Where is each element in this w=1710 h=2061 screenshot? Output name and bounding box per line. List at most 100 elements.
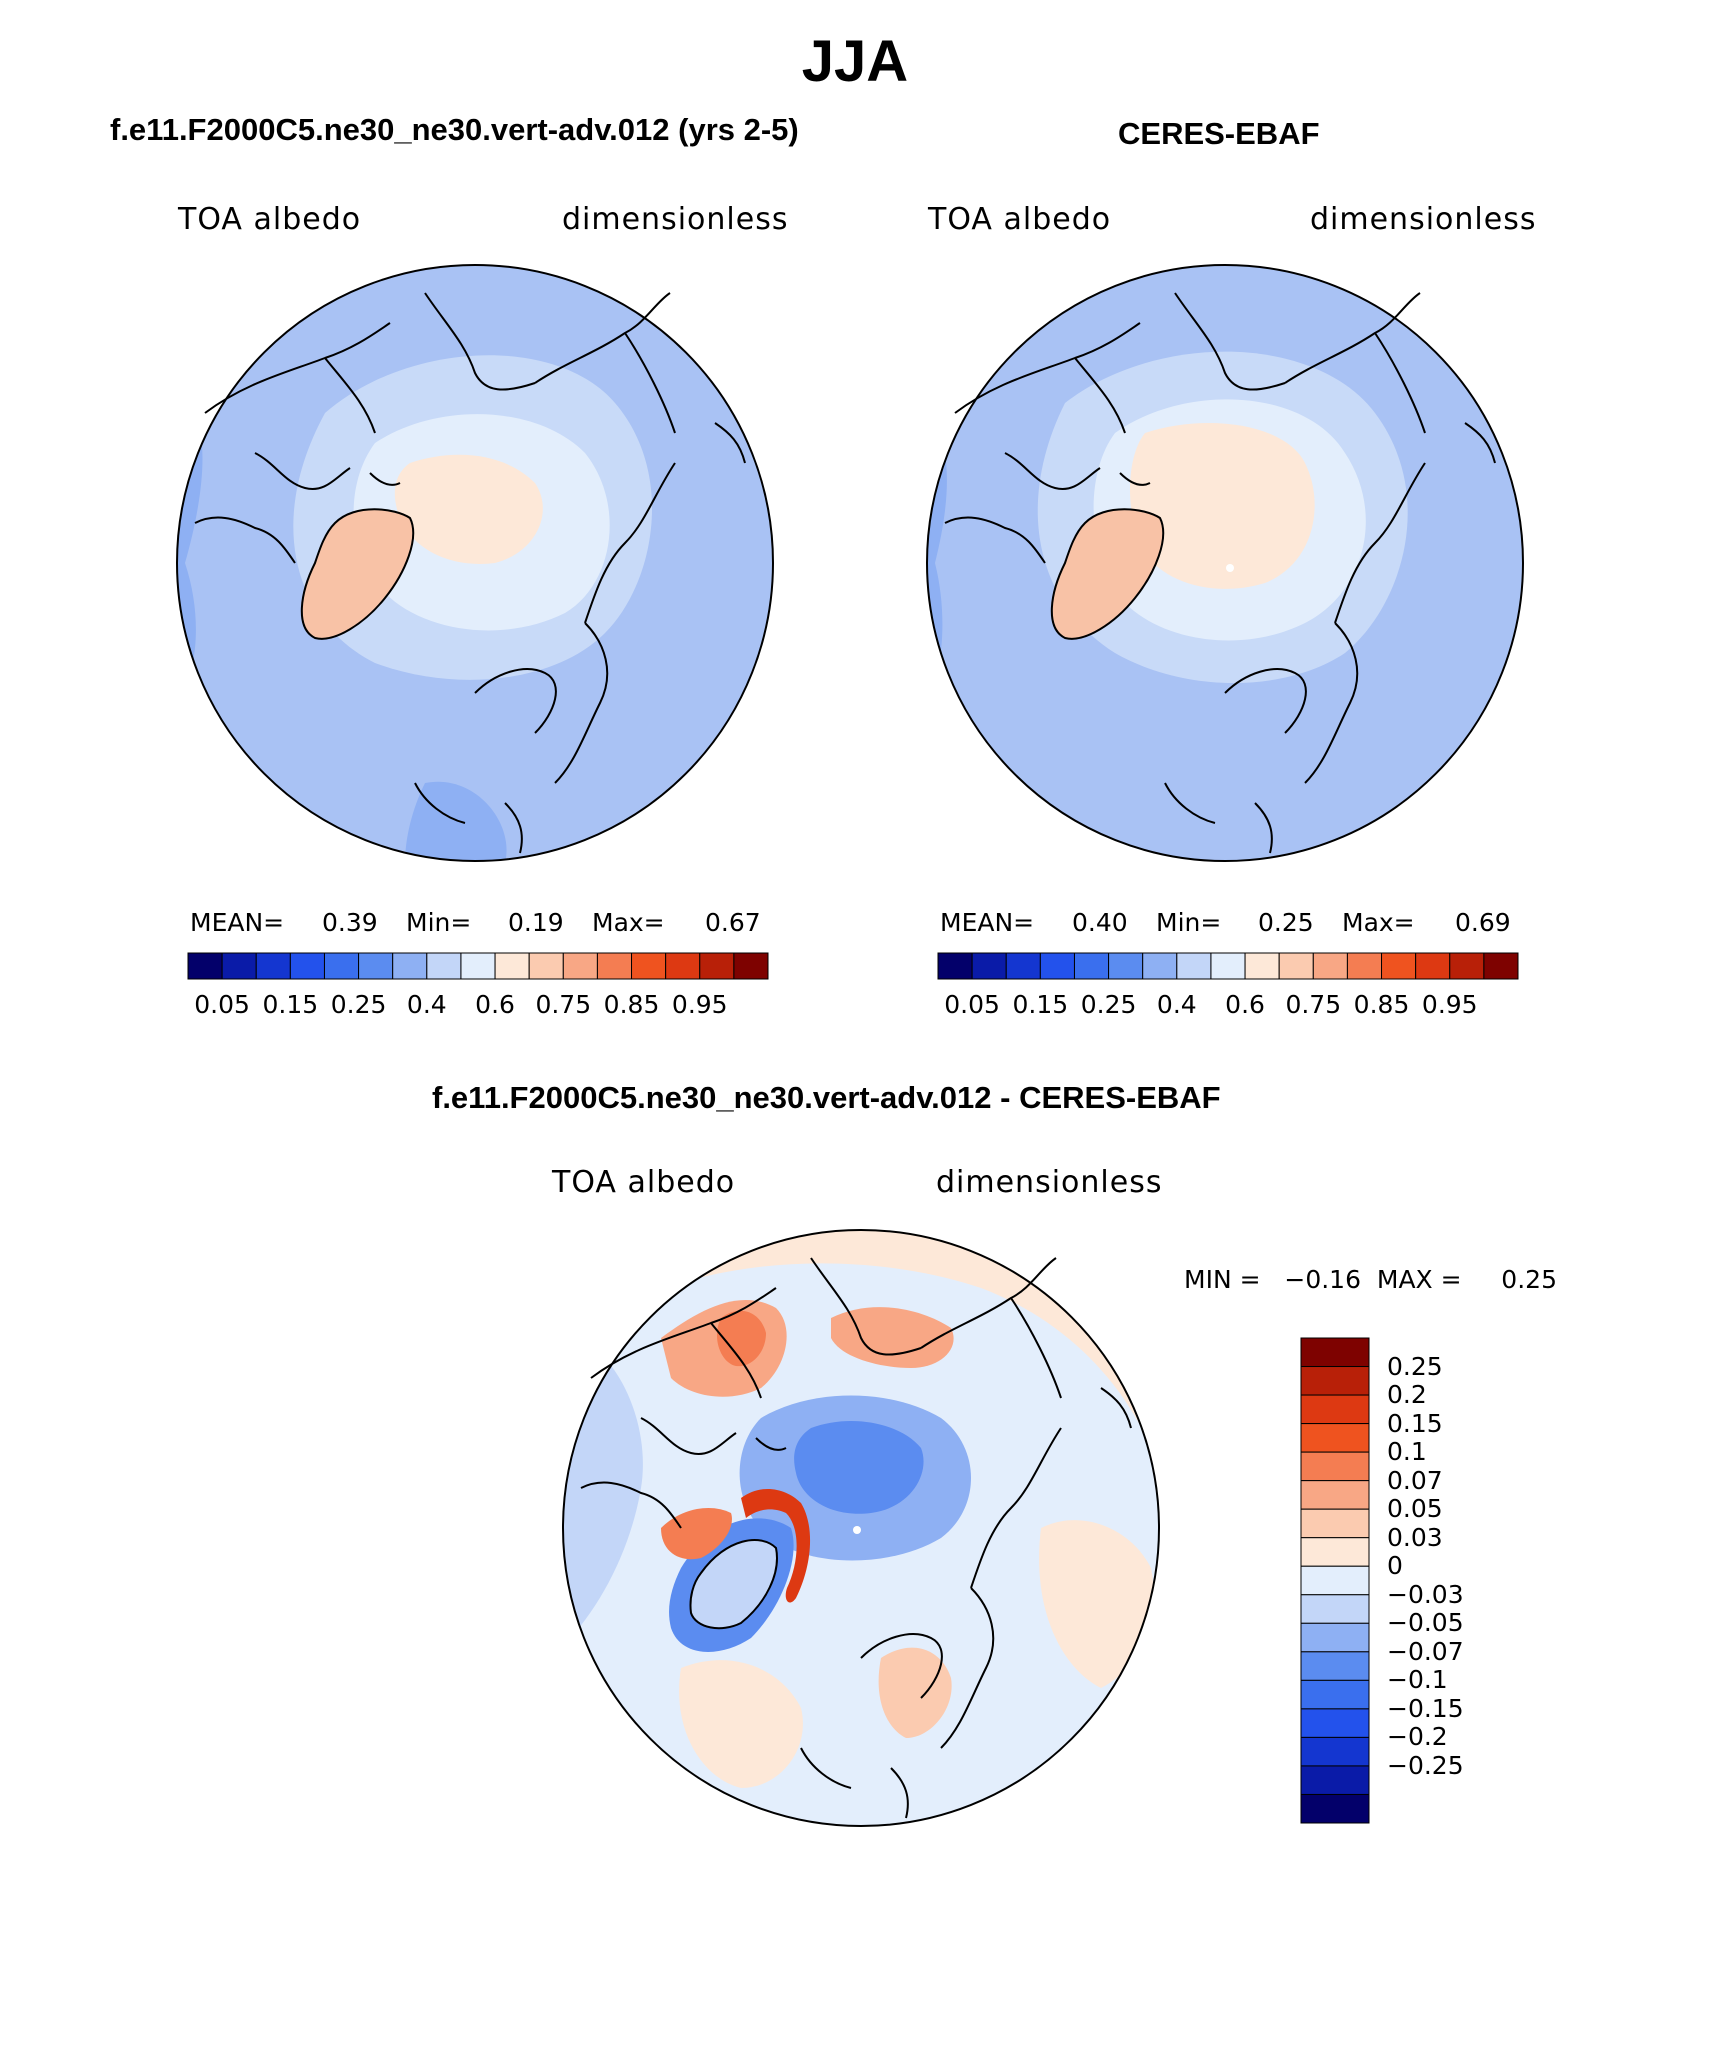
alaska-orange (831, 1307, 954, 1368)
colorbar-tick-label: 0.4 (1156, 990, 1197, 1019)
colorbar-swatch (358, 952, 394, 980)
colorbar-swatch (323, 952, 360, 980)
model-max-label: Max= (592, 908, 665, 937)
scandinavia-peach (878, 1647, 952, 1738)
lower-dark-patch (405, 781, 507, 861)
colorbar-tick-label: 0.05 (1387, 1494, 1443, 1524)
obs-units-label: dimensionless (1310, 202, 1537, 237)
model-panel-title: f.e11.F2000C5.ne30_ne30.vert-adv.012 (yr… (110, 112, 799, 147)
colorbar-swatch (1300, 1423, 1370, 1453)
colorbar-swatch (1300, 1708, 1370, 1738)
coastlines (944, 292, 1496, 854)
colorbar-tick-label: 0.95 (1421, 990, 1478, 1019)
colorbar-swatch (1142, 952, 1178, 980)
colorbar-swatch (1300, 1679, 1370, 1710)
colorbar-tick-label: 0.95 (671, 990, 728, 1019)
diff-panel-title: f.e11.F2000C5.ne30_ne30.vert-adv.012 - C… (432, 1080, 1221, 1115)
diff-variable-label: TOA albedo (552, 1165, 736, 1200)
pole-hole (853, 1526, 861, 1534)
colorbar-swatch (1300, 1337, 1370, 1368)
colorbar-swatch (187, 952, 223, 980)
map-boundary (562, 1229, 1160, 1827)
colorbar-swatch (1300, 1622, 1370, 1653)
greenland-salmon (301, 509, 414, 639)
colorbar-swatch (665, 952, 701, 980)
map-boundary (176, 264, 774, 862)
colorbar-swatch (937, 952, 973, 980)
colorbar-swatch (596, 952, 633, 980)
colorbar-tick-label: 0.75 (535, 990, 592, 1019)
colorbar-swatch (426, 952, 462, 980)
colorbar-swatch (1300, 1651, 1370, 1681)
colorbar-swatch (460, 952, 496, 980)
pole-hole (1226, 564, 1234, 572)
arctic-deep-core (794, 1420, 924, 1514)
model-variable-label: TOA albedo (178, 202, 362, 237)
diff-units-label: dimensionless (936, 1165, 1163, 1200)
colorbar-tick-label: 0.6 (475, 990, 515, 1019)
model-colorbar (187, 952, 769, 980)
greenland-salmon (1051, 509, 1164, 639)
colorbar-swatch (1300, 1394, 1370, 1425)
lower-peach-region (679, 1660, 803, 1788)
model-polar-map (176, 264, 774, 862)
colorbar-swatch (1108, 952, 1144, 980)
obs-min-value: 0.25 (1258, 908, 1314, 937)
colorbar-swatch (1312, 952, 1348, 980)
colorbar-swatch (1300, 1565, 1370, 1596)
colorbar-tick-label: 0.15 (1387, 1408, 1443, 1438)
colorbar-swatch (971, 952, 1007, 980)
right-peach-region (1039, 1520, 1154, 1688)
colorbar-swatch (1244, 952, 1280, 980)
model-mean-value: 0.39 (322, 908, 378, 937)
model-min-label: Min= (406, 908, 472, 937)
colorbar-swatch (1300, 1537, 1370, 1567)
colorbar-swatch (1300, 1508, 1370, 1539)
ice-cap-peach (394, 454, 543, 564)
colorbar-swatch (1483, 952, 1519, 980)
diff-polar-map (562, 1229, 1160, 1827)
colorbar-swatch (1300, 1366, 1370, 1396)
diff-minmax-text: MIN = −0.16 MAX = 0.25 (1184, 1265, 1557, 1294)
model-mean-label: MEAN= (190, 908, 285, 937)
model-min-value: 0.19 (508, 908, 564, 937)
colorbar-tick-label: 0.05 (194, 990, 250, 1019)
obs-mean-label: MEAN= (940, 908, 1035, 937)
obs-max-label: Max= (1342, 908, 1415, 937)
colorbar-tick-label: 0.2 (1387, 1380, 1427, 1410)
colorbar-swatch (1039, 952, 1075, 980)
model-units-label: dimensionless (562, 202, 789, 237)
colorbar-tick-label: 0.75 (1285, 990, 1342, 1019)
colorbar-swatch (699, 952, 735, 980)
colorbar-swatch (255, 952, 291, 980)
colorbar-swatch (1449, 952, 1485, 980)
upper-peach-band (563, 1230, 1159, 1448)
colorbar-tick-label: 0.1 (1387, 1437, 1427, 1467)
colorbar-tick-label: 0.15 (262, 990, 319, 1019)
colorbar-tick-label: −0.15 (1387, 1693, 1464, 1723)
colorbar-tick-label: 0.85 (1353, 990, 1410, 1019)
colorbar-swatch (1346, 952, 1383, 980)
colorbar-swatch (1300, 1594, 1370, 1624)
colorbar-swatch (1300, 1451, 1370, 1482)
colorbar-tick-label: 0.25 (1080, 990, 1137, 1019)
map-boundary (926, 264, 1524, 862)
colorbar-swatch (631, 952, 667, 980)
colorbar-tick-label: 0.05 (944, 990, 1000, 1019)
colorbar-swatch (1278, 952, 1314, 980)
diff-colorbar (1300, 1337, 1370, 1824)
colorbar-tick-label: −0.03 (1387, 1579, 1464, 1609)
colorbar-tick-label: 0 (1387, 1551, 1403, 1581)
colorbar-swatch (1381, 952, 1417, 980)
colorbar-tick-label: 0.4 (406, 990, 447, 1019)
greenland-interior (690, 1540, 777, 1629)
colorbar-tick-label: 0.25 (330, 990, 387, 1019)
obs-panel-title: CERES-EBAF (1118, 116, 1320, 151)
colorbar-tick-label: 0.07 (1387, 1465, 1443, 1495)
colorbar-tick-label: −0.05 (1387, 1608, 1464, 1638)
colorbar-tick-label: 0.03 (1387, 1522, 1443, 1552)
siberia-red-core (716, 1310, 766, 1367)
colorbar-swatch (1176, 952, 1212, 980)
coastlines (580, 1257, 1132, 1819)
model-max-value: 0.67 (705, 908, 761, 937)
